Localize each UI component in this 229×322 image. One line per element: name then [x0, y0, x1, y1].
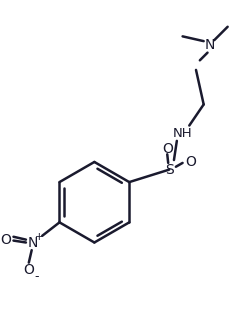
- Text: S: S: [164, 163, 173, 177]
- Text: -: -: [34, 270, 38, 283]
- Text: O: O: [184, 155, 195, 169]
- Text: NH: NH: [172, 127, 192, 140]
- Text: O: O: [0, 232, 11, 247]
- Text: +: +: [35, 232, 44, 242]
- Text: O: O: [23, 263, 34, 277]
- Text: N: N: [27, 236, 38, 251]
- Text: O: O: [161, 142, 172, 156]
- Text: N: N: [203, 38, 214, 52]
